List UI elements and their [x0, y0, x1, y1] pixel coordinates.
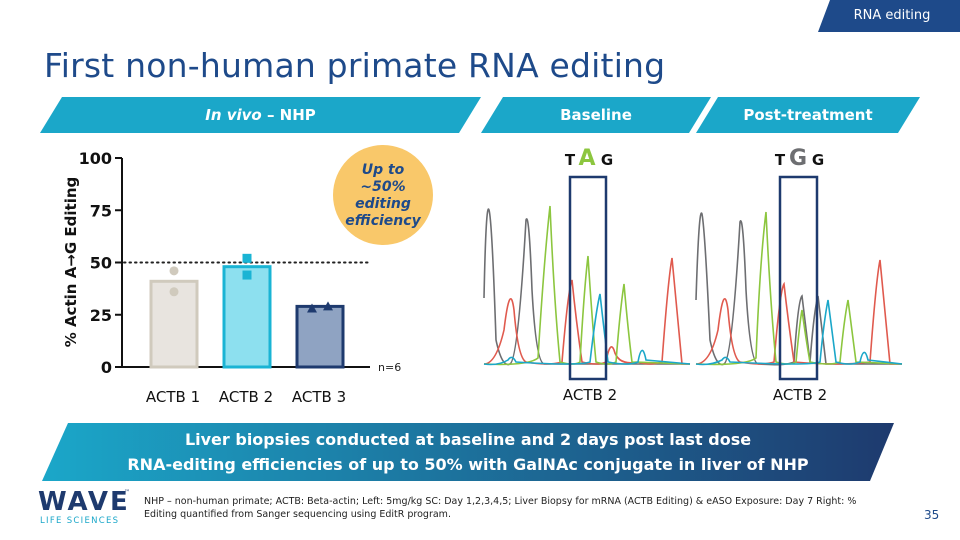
- base-g: G: [812, 151, 824, 169]
- trace-gray: [695, 212, 902, 366]
- data-point: [307, 303, 317, 313]
- bar-chart: % Actin A→G Editing 0 25 50 75 100 ACTB 1 ACT…: [62, 149, 401, 406]
- base-g: G: [601, 151, 613, 169]
- page-title: First non-human primate RNA editing: [44, 46, 666, 85]
- base-a-highlight: A: [578, 146, 595, 171]
- trace-green: [483, 205, 691, 366]
- banner-in-vivo: In vivo – NHP: [40, 97, 481, 133]
- callout-text: Up to ~50% editing efficiency: [345, 162, 421, 229]
- page-number: 35: [924, 508, 940, 522]
- chromatogram-post-treatment: T G G: [695, 146, 903, 381]
- editing-efficiency-callout: Up to ~50% editing efficiency: [333, 145, 433, 245]
- y-axis-label: % Actin A→G Editing: [62, 177, 80, 348]
- trace-green: [695, 211, 903, 366]
- bottom-summary-banner: Liver biopsies conducted at baseline and…: [42, 423, 894, 481]
- x-tick-label: ACTB 2: [219, 388, 273, 406]
- bar-actb-2: [222, 265, 272, 369]
- data-point: [169, 287, 179, 297]
- y-tick-label: 100: [79, 149, 112, 168]
- bottom-banner-line-1: Liver biopsies conducted at baseline and…: [184, 430, 752, 449]
- edit-site-highlight-box: [778, 175, 819, 381]
- trace-teal: [483, 293, 691, 366]
- data-point: [169, 266, 179, 276]
- base-t: T: [565, 151, 576, 169]
- section-tag-label: RNA editing: [853, 8, 931, 23]
- banner-baseline-label: Baseline: [560, 106, 632, 124]
- trace-red: [695, 259, 902, 365]
- n-annotation: n=6: [378, 361, 401, 374]
- edit-site-highlight-box: [568, 175, 608, 381]
- data-point: [242, 270, 252, 280]
- y-tick-label: 0: [101, 358, 112, 377]
- banner-post-treatment: Post-treatment: [696, 97, 920, 133]
- base-g-highlight: G: [789, 146, 807, 171]
- base-t: T: [775, 151, 786, 169]
- section-tag: RNA editing: [818, 0, 960, 32]
- trace-teal: [695, 299, 903, 366]
- banner-post-treatment-label: Post-treatment: [743, 106, 873, 124]
- data-point: [323, 301, 333, 311]
- x-tick-label: ACTB 1: [146, 388, 200, 406]
- bar-actb-3: [295, 304, 345, 369]
- footnote: NHP – non-human primate; ACTB: Beta-acti…: [144, 496, 857, 520]
- banner-in-vivo-label: In vivo – NHP: [205, 106, 316, 124]
- data-point: [242, 253, 252, 263]
- y-tick-label: 50: [90, 254, 112, 273]
- chromatogram-post-label: ACTB 2: [772, 386, 828, 404]
- bottom-banner-line-2: RNA-editing efficiencies of up to 50% wi…: [127, 455, 809, 474]
- y-tick-label: 25: [90, 306, 112, 325]
- banner-baseline: Baseline: [481, 97, 711, 133]
- y-tick-label: 75: [90, 201, 112, 220]
- wave-logo: WAVE ™ LIFE SCIENCES: [38, 487, 130, 526]
- chromatogram-baseline-label: ACTB 2: [562, 386, 618, 404]
- trace-gray: [483, 208, 690, 366]
- chromatogram-baseline: T A G: [483, 146, 691, 381]
- x-tick-label: ACTB 3: [292, 388, 346, 406]
